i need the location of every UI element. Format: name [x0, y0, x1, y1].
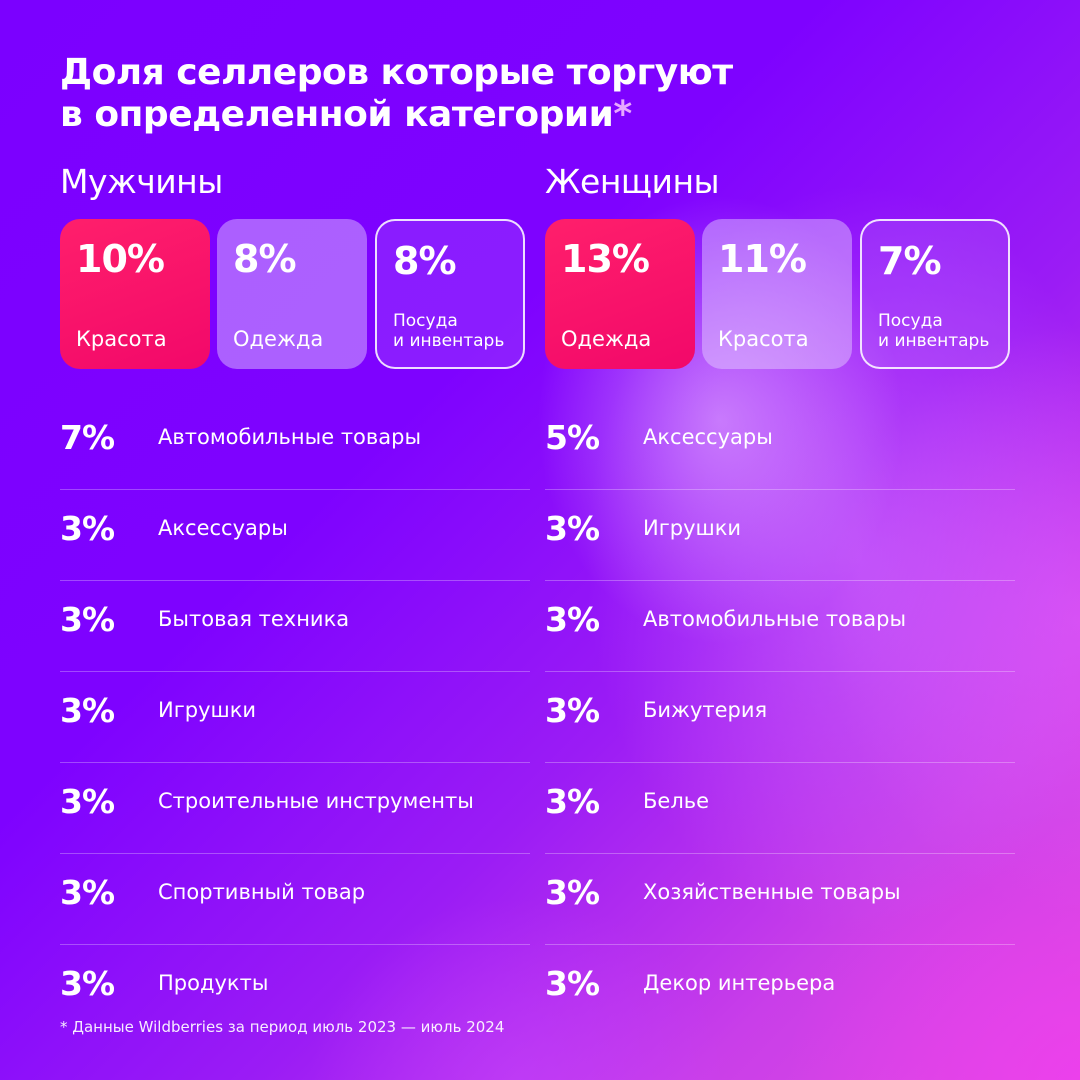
list-item-percent: 3%	[545, 964, 600, 1003]
card-label: Одежда	[561, 327, 652, 351]
column-heading: Женщины	[545, 162, 720, 201]
list-item-percent: 3%	[60, 691, 115, 730]
list-item-label: Аксессуары	[158, 516, 288, 540]
list-item-percent: 5%	[545, 418, 600, 457]
category-card: 10% Красота	[60, 219, 210, 369]
card-percent: 8%	[233, 237, 297, 281]
list-item-percent: 3%	[60, 600, 115, 639]
card-percent: 13%	[561, 237, 650, 281]
list-item-label: Белье	[643, 789, 710, 813]
list-item-label: Автомобильные товары	[643, 607, 907, 631]
title-line-2: в определенной категории	[60, 94, 614, 135]
card-percent: 8%	[393, 239, 457, 283]
list-item-label: Игрушки	[158, 698, 257, 722]
list-item-label: Спортивный товар	[158, 880, 366, 904]
card-label: Красота	[76, 327, 167, 351]
footnote: * Данные Wildberries за период июль 2023…	[60, 1018, 505, 1036]
list-item: 3% Продукты	[60, 945, 530, 1036]
list-item-percent: 3%	[60, 964, 115, 1003]
list-item: 3% Белье	[545, 763, 1015, 854]
title-asterisk: *	[613, 94, 632, 135]
list-item-percent: 3%	[60, 509, 115, 548]
list-item-percent: 3%	[60, 782, 115, 821]
list-item: 3% Хозяйственные товары	[545, 854, 1015, 945]
top-categories-cards: 13% Одежда 11% Красота 7% Посуда и инвен…	[545, 219, 1015, 369]
column-heading: Мужчины	[60, 162, 223, 201]
list-item-label: Автомобильные товары	[158, 425, 422, 449]
list-item-percent: 3%	[545, 873, 600, 912]
list-item-label: Строительные инструменты	[158, 789, 474, 813]
category-card: 8% Одежда	[217, 219, 367, 369]
card-label: Красота	[718, 327, 809, 351]
list-item-percent: 3%	[545, 509, 600, 548]
list-item-percent: 3%	[60, 873, 115, 912]
category-card: 13% Одежда	[545, 219, 695, 369]
list-item: 3% Игрушки	[60, 672, 530, 763]
list-item-percent: 7%	[60, 418, 115, 457]
list-item: 3% Игрушки	[545, 490, 1015, 581]
list-item: 3% Строительные инструменты	[60, 763, 530, 854]
list-item-percent: 3%	[545, 691, 600, 730]
category-list: 7% Автомобильные товары 3% Аксессуары 3%…	[60, 399, 530, 1036]
list-item: 3% Бытовая техника	[60, 581, 530, 672]
card-percent: 7%	[878, 239, 942, 283]
list-item: 3% Автомобильные товары	[545, 581, 1015, 672]
category-list: 5% Аксессуары 3% Игрушки 3% Автомобильны…	[545, 399, 1015, 1036]
title-line-1: Доля селлеров которые торгуют	[60, 52, 733, 93]
list-item-label: Продукты	[158, 971, 269, 995]
list-item-percent: 3%	[545, 782, 600, 821]
list-item-label: Аксессуары	[643, 425, 773, 449]
card-label: Посуда и инвентарь	[878, 311, 990, 351]
list-item: 5% Аксессуары	[545, 399, 1015, 490]
list-item-label: Бижутерия	[643, 698, 768, 722]
list-item: 7% Автомобильные товары	[60, 399, 530, 490]
list-item: 3% Спортивный товар	[60, 854, 530, 945]
men-column: Мужчины 10% Красота 8% Одежда 8% Посуда …	[60, 160, 530, 1036]
category-card: 8% Посуда и инвентарь	[375, 219, 525, 369]
card-label: Посуда и инвентарь	[393, 311, 505, 351]
list-item-label: Бытовая техника	[158, 607, 350, 631]
list-item: 3% Аксессуары	[60, 490, 530, 581]
top-categories-cards: 10% Красота 8% Одежда 8% Посуда и инвент…	[60, 219, 530, 369]
list-item-label: Игрушки	[643, 516, 742, 540]
women-column: Женщины 13% Одежда 11% Красота 7% Посуда…	[545, 160, 1015, 1036]
list-item: 3% Бижутерия	[545, 672, 1015, 763]
list-item: 3% Декор интерьера	[545, 945, 1015, 1036]
page-title: Доля селлеров которые торгуют в определе…	[60, 52, 960, 136]
list-item-label: Хозяйственные товары	[643, 880, 901, 904]
card-label: Одежда	[233, 327, 324, 351]
category-card: 11% Красота	[702, 219, 852, 369]
list-item-label: Декор интерьера	[643, 971, 836, 995]
category-card: 7% Посуда и инвентарь	[860, 219, 1010, 369]
list-item-percent: 3%	[545, 600, 600, 639]
card-percent: 10%	[76, 237, 165, 281]
card-percent: 11%	[718, 237, 807, 281]
